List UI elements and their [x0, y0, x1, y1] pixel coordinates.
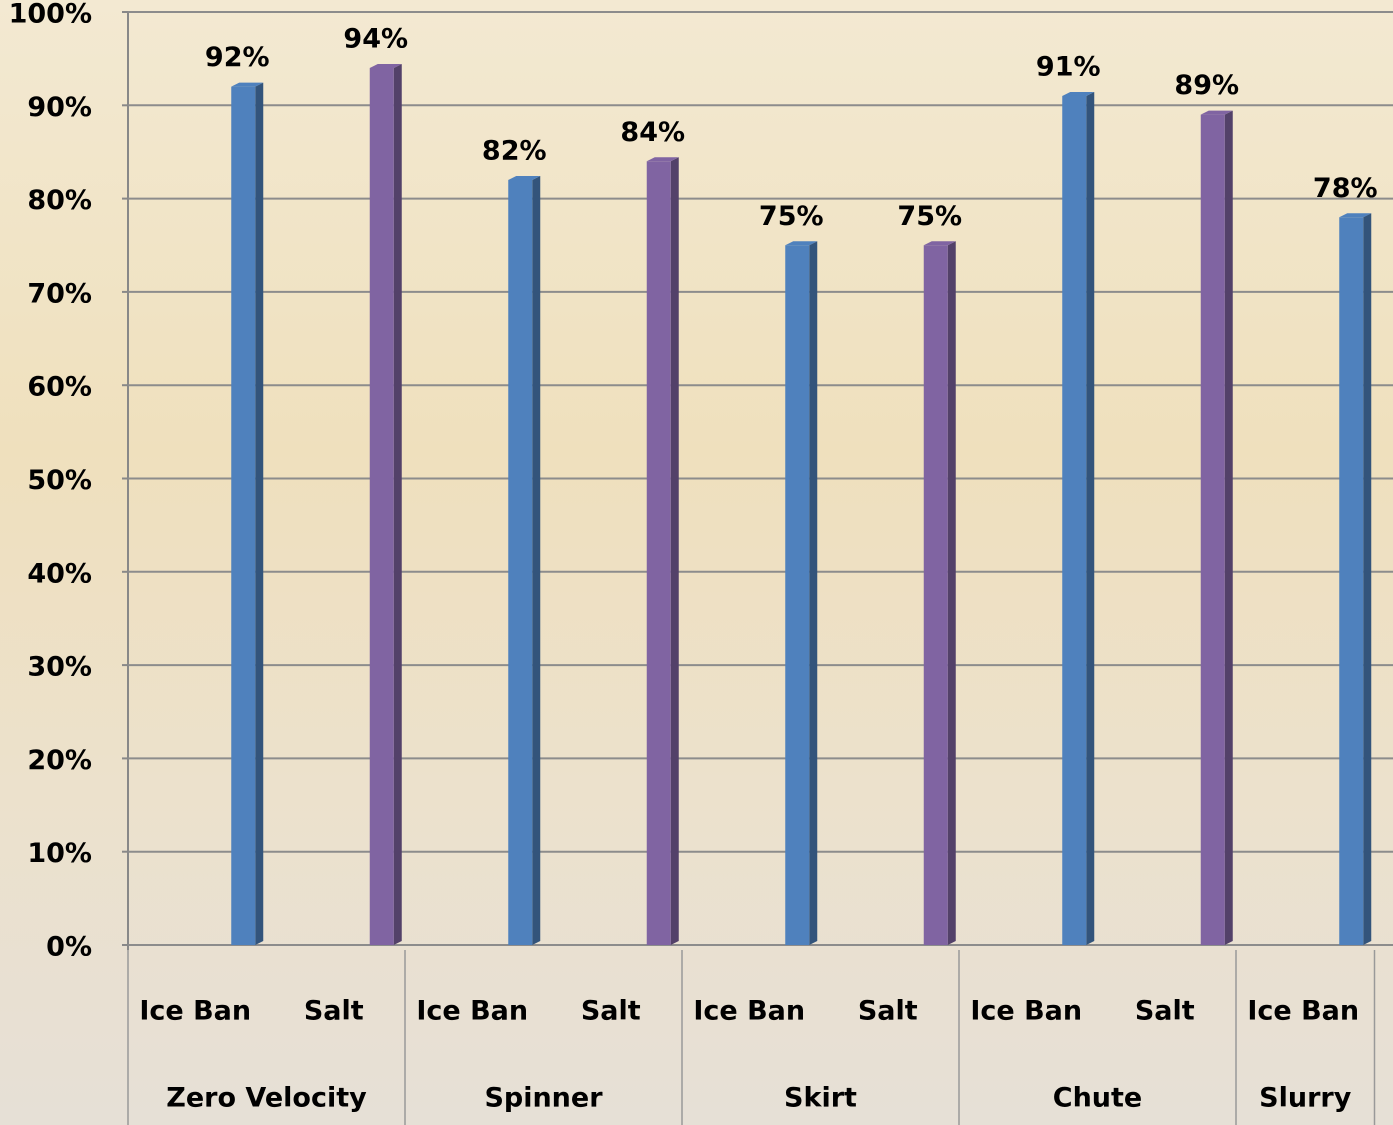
y-tick-label: 10%	[27, 838, 92, 869]
y-tick-label: 100%	[9, 0, 92, 30]
y-tick-label: 80%	[27, 185, 92, 216]
bar-top	[508, 175, 541, 180]
bar-side	[1363, 213, 1372, 945]
bar	[923, 245, 948, 945]
group-label: Chute	[1053, 1083, 1142, 1114]
y-tick-label: 20%	[27, 745, 92, 776]
bar-side	[809, 241, 818, 945]
bar	[785, 245, 810, 945]
bar-side	[947, 241, 956, 945]
x-tick-label: Ice Ban	[1247, 996, 1359, 1027]
bar-top	[923, 241, 956, 246]
group-label: Spinner	[484, 1083, 603, 1114]
group-label: Skirt	[784, 1083, 857, 1114]
y-tick-label: 30%	[27, 652, 92, 683]
bar-side	[670, 157, 679, 945]
x-tick-label: Salt	[304, 996, 364, 1027]
y-tick-label: 40%	[27, 558, 92, 589]
value-label: 78%	[1313, 173, 1378, 204]
bar-top	[369, 63, 402, 68]
bar-top	[785, 241, 818, 246]
y-tick-label: 0%	[46, 932, 92, 963]
value-label: 89%	[1174, 70, 1239, 101]
x-tick-label: Ice Ban	[416, 996, 528, 1027]
value-label: 92%	[205, 42, 270, 73]
value-label: 75%	[759, 201, 824, 232]
x-tick-label: Ice Ban	[693, 996, 805, 1027]
y-tick-label: 50%	[27, 465, 92, 496]
value-label: 84%	[620, 117, 685, 148]
group-label: Slurry	[1259, 1083, 1352, 1114]
value-label: 94%	[343, 23, 408, 54]
x-tick-label: Ice Ban	[139, 996, 251, 1027]
x-tick-label: Salt	[1135, 996, 1195, 1027]
y-tick-label: 90%	[27, 92, 92, 123]
bar-side	[1086, 91, 1095, 946]
x-tick-label: Ice Ban	[970, 996, 1082, 1027]
y-tick-label: 70%	[27, 278, 92, 309]
value-label: 82%	[482, 135, 547, 166]
x-tick-label: Salt	[858, 996, 918, 1027]
bar	[1200, 114, 1225, 945]
bar-top	[646, 157, 679, 162]
bar	[508, 179, 533, 945]
bar-side	[255, 82, 264, 945]
bar-top	[231, 82, 264, 87]
bar-top	[1339, 213, 1372, 218]
group-label: Zero Velocity	[166, 1083, 367, 1114]
bar-side	[393, 63, 402, 946]
bar	[369, 67, 394, 946]
bar-side	[532, 175, 541, 945]
value-label: 91%	[1036, 51, 1101, 82]
bar	[231, 86, 256, 945]
bar	[1339, 217, 1364, 945]
bar-side	[1224, 110, 1233, 945]
bar-top	[1062, 91, 1095, 96]
bar	[1062, 95, 1087, 946]
bar	[646, 161, 671, 945]
y-tick-label: 60%	[27, 372, 92, 403]
value-label: 75%	[897, 201, 962, 232]
x-tick-label: Salt	[581, 996, 641, 1027]
bar-top	[1200, 110, 1233, 115]
